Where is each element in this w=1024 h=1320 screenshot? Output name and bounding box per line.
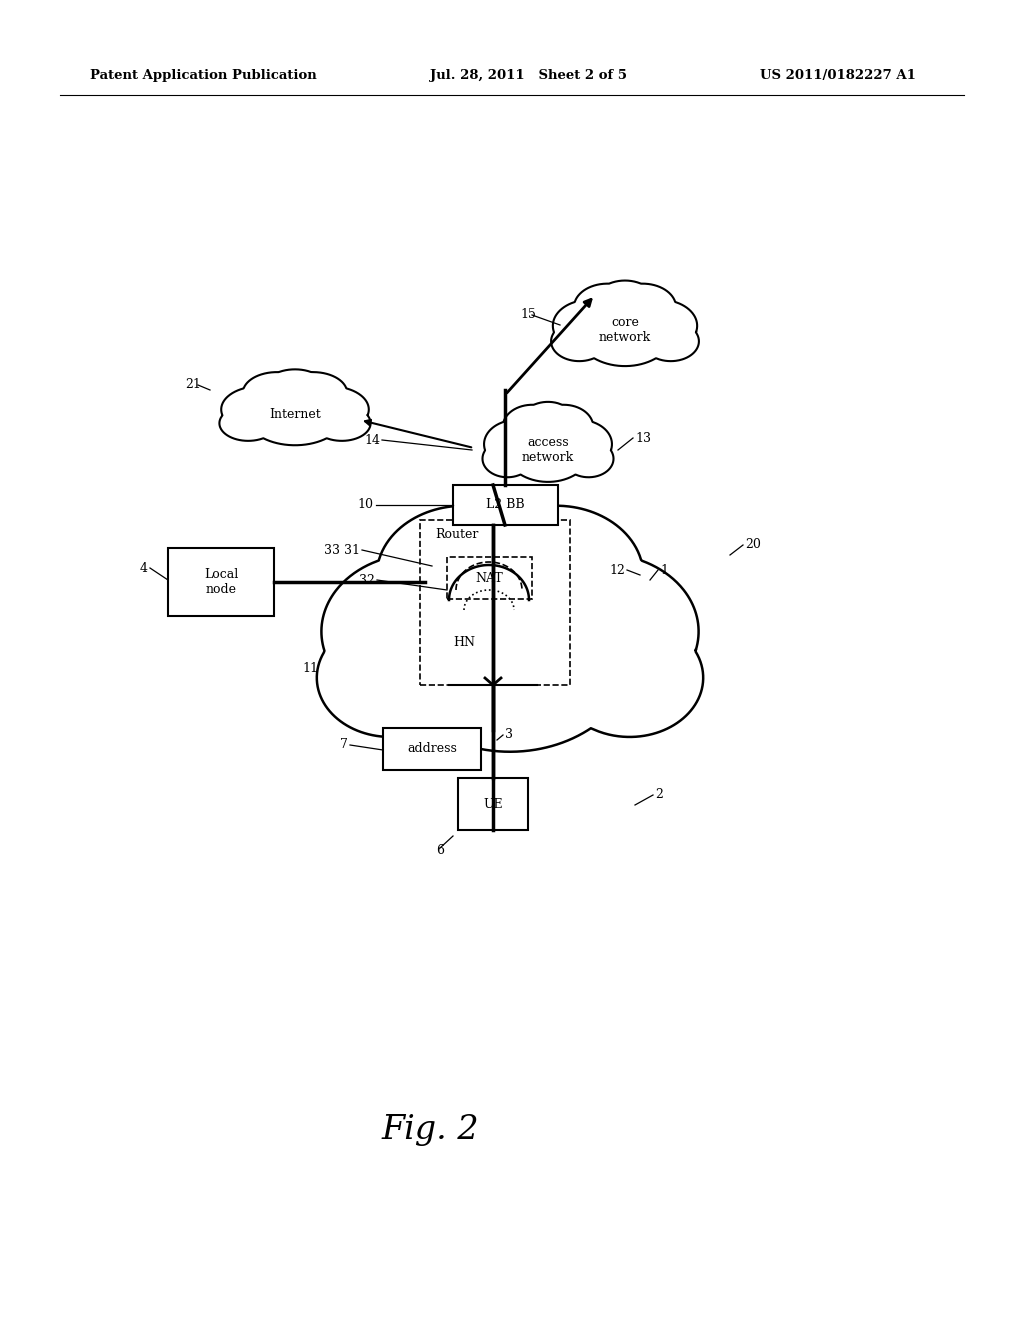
Text: 33 31: 33 31 xyxy=(324,544,360,557)
Polygon shape xyxy=(574,284,641,331)
Polygon shape xyxy=(377,506,551,647)
Polygon shape xyxy=(469,506,643,647)
Text: L2 BB: L2 BB xyxy=(486,499,525,511)
Polygon shape xyxy=(429,496,591,626)
Polygon shape xyxy=(243,372,311,414)
Polygon shape xyxy=(547,420,612,469)
Polygon shape xyxy=(322,554,515,709)
Text: core
network: core network xyxy=(599,315,651,345)
Polygon shape xyxy=(219,405,278,441)
Text: UE: UE xyxy=(483,797,503,810)
Polygon shape xyxy=(503,405,562,449)
Bar xyxy=(453,484,558,525)
Bar xyxy=(168,548,274,616)
Text: 11: 11 xyxy=(302,661,318,675)
Text: address: address xyxy=(408,742,457,755)
Text: 32: 32 xyxy=(359,573,375,586)
Text: Router: Router xyxy=(435,528,478,541)
Polygon shape xyxy=(263,370,327,408)
Text: Patent Application Publication: Patent Application Publication xyxy=(90,69,316,82)
Text: 6: 6 xyxy=(436,843,444,857)
Polygon shape xyxy=(551,322,607,362)
Polygon shape xyxy=(293,387,369,433)
Text: HN: HN xyxy=(453,636,475,649)
Text: 3: 3 xyxy=(505,729,513,742)
Text: 7: 7 xyxy=(340,738,348,751)
Bar xyxy=(420,520,570,685)
Bar xyxy=(458,777,528,830)
Polygon shape xyxy=(624,300,697,352)
Polygon shape xyxy=(313,405,371,441)
Text: 12: 12 xyxy=(609,564,625,577)
Polygon shape xyxy=(484,420,550,469)
Polygon shape xyxy=(594,281,655,323)
Polygon shape xyxy=(221,387,297,433)
Text: 10: 10 xyxy=(357,499,373,511)
Polygon shape xyxy=(563,440,613,478)
Text: US 2011/0182227 A1: US 2011/0182227 A1 xyxy=(760,69,915,82)
Polygon shape xyxy=(482,440,532,478)
Polygon shape xyxy=(556,619,703,737)
Text: 14: 14 xyxy=(364,433,380,446)
Polygon shape xyxy=(316,619,464,737)
Polygon shape xyxy=(643,322,699,362)
Text: 2: 2 xyxy=(655,788,663,801)
Text: NAT: NAT xyxy=(475,572,504,585)
Polygon shape xyxy=(384,548,637,751)
Text: 15: 15 xyxy=(520,309,536,322)
Bar xyxy=(383,729,481,770)
Text: access
network: access network xyxy=(522,436,574,465)
Text: 21: 21 xyxy=(185,379,201,392)
Polygon shape xyxy=(577,298,674,366)
Polygon shape xyxy=(609,284,676,331)
Text: 4: 4 xyxy=(140,561,148,574)
Bar xyxy=(447,557,532,599)
Text: Local
node: Local node xyxy=(204,568,239,597)
Polygon shape xyxy=(505,418,591,482)
Polygon shape xyxy=(534,405,593,449)
Polygon shape xyxy=(506,554,698,709)
Text: Internet: Internet xyxy=(269,408,321,421)
Polygon shape xyxy=(521,401,575,442)
Polygon shape xyxy=(279,372,347,414)
Text: 20: 20 xyxy=(745,539,761,552)
Polygon shape xyxy=(246,384,344,445)
Text: 1: 1 xyxy=(660,564,668,577)
Text: Fig. 2: Fig. 2 xyxy=(381,1114,479,1146)
Text: 13: 13 xyxy=(635,432,651,445)
Text: Jul. 28, 2011   Sheet 2 of 5: Jul. 28, 2011 Sheet 2 of 5 xyxy=(430,69,627,82)
Polygon shape xyxy=(553,300,627,352)
